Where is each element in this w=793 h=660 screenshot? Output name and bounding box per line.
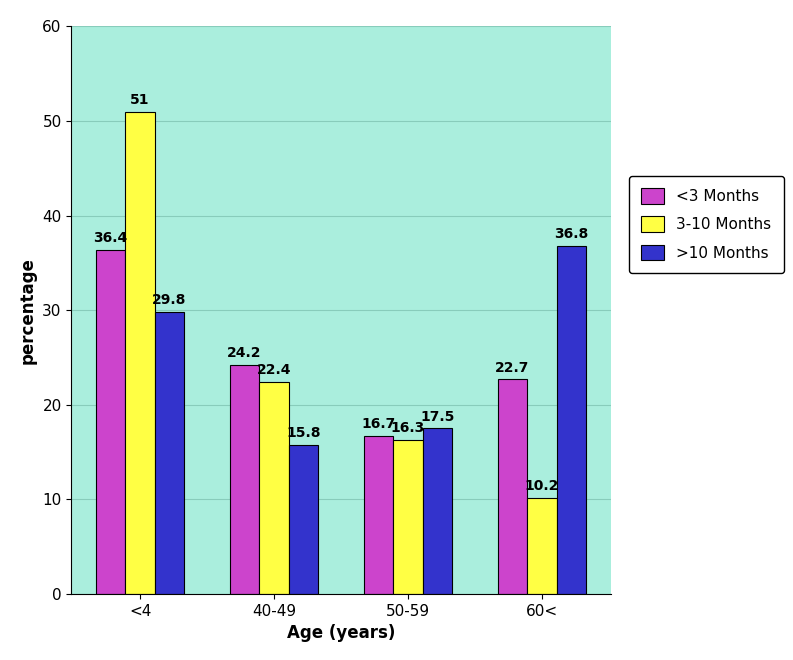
Bar [96,249,125,594]
Text: 29.8: 29.8 [152,293,186,308]
Bar [364,436,393,594]
X-axis label: Age (years): Age (years) [287,624,395,642]
Text: 22.4: 22.4 [257,364,291,378]
Text: 51: 51 [130,93,150,107]
Bar [557,246,586,594]
Text: 36.4: 36.4 [94,231,128,245]
Text: 15.8: 15.8 [286,426,320,440]
Bar [230,365,259,594]
Text: 16.7: 16.7 [362,417,396,431]
Legend: <3 Months, 3-10 Months, >10 Months: <3 Months, 3-10 Months, >10 Months [629,176,783,273]
Bar [289,445,318,594]
Bar [527,498,557,594]
Text: 22.7: 22.7 [496,360,530,374]
Bar [259,382,289,594]
Text: 24.2: 24.2 [228,346,262,360]
Y-axis label: percentage: percentage [19,257,36,364]
Bar [423,428,452,594]
Text: 17.5: 17.5 [420,410,454,424]
Text: 16.3: 16.3 [391,421,425,435]
Bar [498,379,527,594]
Bar [125,112,155,594]
Text: 36.8: 36.8 [554,227,588,241]
Text: 10.2: 10.2 [525,478,559,493]
Bar [155,312,184,594]
Bar [393,440,423,594]
